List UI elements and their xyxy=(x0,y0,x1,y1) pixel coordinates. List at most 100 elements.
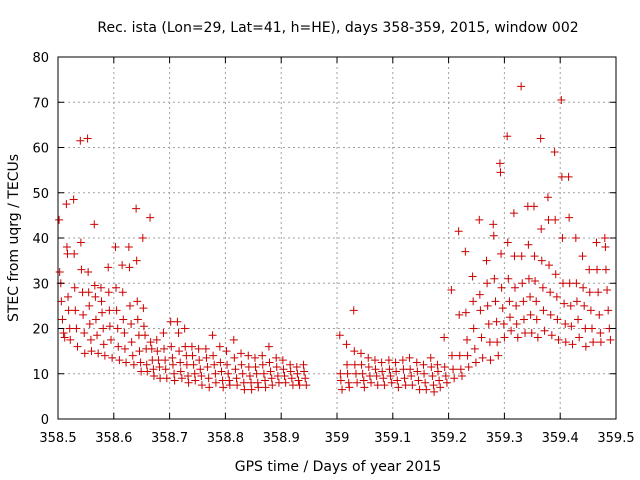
data-point xyxy=(211,369,220,378)
data-point xyxy=(65,324,74,333)
data-point xyxy=(211,378,220,387)
data-point xyxy=(190,369,199,378)
data-point xyxy=(574,315,583,324)
y-tick-label: 50 xyxy=(32,187,49,202)
data-point xyxy=(128,351,137,360)
x-tick-label: 358.9 xyxy=(263,431,300,446)
data-point xyxy=(154,356,163,365)
data-point xyxy=(149,365,158,374)
data-point xyxy=(170,376,179,385)
data-point xyxy=(537,224,546,233)
data-point xyxy=(90,281,99,290)
data-point xyxy=(540,326,549,335)
data-point xyxy=(261,376,270,385)
data-point xyxy=(561,338,570,347)
data-point xyxy=(593,265,602,274)
data-point xyxy=(335,331,344,340)
data-point xyxy=(469,324,478,333)
data-point xyxy=(168,360,177,369)
data-point xyxy=(595,310,604,319)
data-point xyxy=(120,344,129,353)
data-point xyxy=(350,360,359,369)
data-point xyxy=(251,362,260,371)
data-point xyxy=(156,374,165,383)
data-point xyxy=(343,369,352,378)
data-point xyxy=(581,324,590,333)
data-point xyxy=(475,290,484,299)
data-point xyxy=(596,338,605,347)
data-point xyxy=(464,362,473,371)
data-point xyxy=(367,378,376,387)
data-point xyxy=(551,215,560,224)
data-point xyxy=(57,297,66,306)
data-point xyxy=(99,340,108,349)
data-point xyxy=(553,315,562,324)
data-point xyxy=(272,362,281,371)
data-point xyxy=(253,378,262,387)
data-point xyxy=(543,193,552,202)
data-point xyxy=(86,335,95,344)
data-point xyxy=(551,270,560,279)
data-point xyxy=(244,362,253,371)
data-point xyxy=(600,234,609,242)
data-point xyxy=(301,374,310,383)
data-point xyxy=(470,344,479,353)
data-point xyxy=(91,315,100,324)
data-point xyxy=(113,324,122,333)
data-point xyxy=(511,283,520,292)
data-point xyxy=(526,310,535,319)
data-point xyxy=(125,301,134,310)
data-point xyxy=(258,360,267,369)
data-point xyxy=(429,381,438,390)
data-point xyxy=(580,301,589,310)
data-point xyxy=(545,261,554,270)
data-point xyxy=(377,358,386,367)
data-point xyxy=(98,308,107,317)
data-point xyxy=(490,274,499,283)
data-point xyxy=(414,376,423,385)
data-point xyxy=(189,360,198,369)
data-point xyxy=(237,360,246,369)
data-point xyxy=(209,351,218,360)
data-point xyxy=(143,367,152,376)
data-point xyxy=(422,385,431,394)
data-point xyxy=(513,333,522,342)
data-point xyxy=(372,372,381,381)
data-point xyxy=(585,265,594,274)
data-point xyxy=(572,279,581,288)
data-point xyxy=(62,200,71,209)
data-point xyxy=(96,283,105,292)
data-point xyxy=(80,329,89,338)
data-point xyxy=(132,204,141,213)
data-point xyxy=(578,252,587,261)
data-point xyxy=(294,376,303,385)
data-point xyxy=(461,247,470,256)
data-point xyxy=(380,381,389,390)
chart-title: Rec. ista (Lon=29, Lat=41, h=HE), days 3… xyxy=(97,20,578,36)
data-point xyxy=(184,378,193,387)
data-point xyxy=(440,333,449,342)
data-point xyxy=(280,372,289,381)
data-point xyxy=(72,324,81,333)
data-point xyxy=(384,356,393,365)
data-point xyxy=(223,360,232,369)
data-point xyxy=(127,319,136,328)
y-axis-label: STEC from uqrg / TECUs xyxy=(6,154,22,322)
x-tick-label: 359 xyxy=(325,431,350,446)
data-point xyxy=(60,333,69,342)
data-point xyxy=(83,134,92,143)
data-point xyxy=(594,288,603,297)
data-point xyxy=(66,335,75,344)
data-point xyxy=(122,358,131,367)
data-point xyxy=(141,331,150,340)
data-point xyxy=(350,347,359,356)
data-point xyxy=(176,358,185,367)
data-point xyxy=(526,292,535,301)
data-point xyxy=(406,365,415,374)
data-point xyxy=(486,356,495,365)
data-point xyxy=(139,304,148,313)
data-point xyxy=(162,374,171,383)
data-point xyxy=(536,134,545,143)
data-point xyxy=(557,95,566,104)
data-point xyxy=(588,324,597,333)
